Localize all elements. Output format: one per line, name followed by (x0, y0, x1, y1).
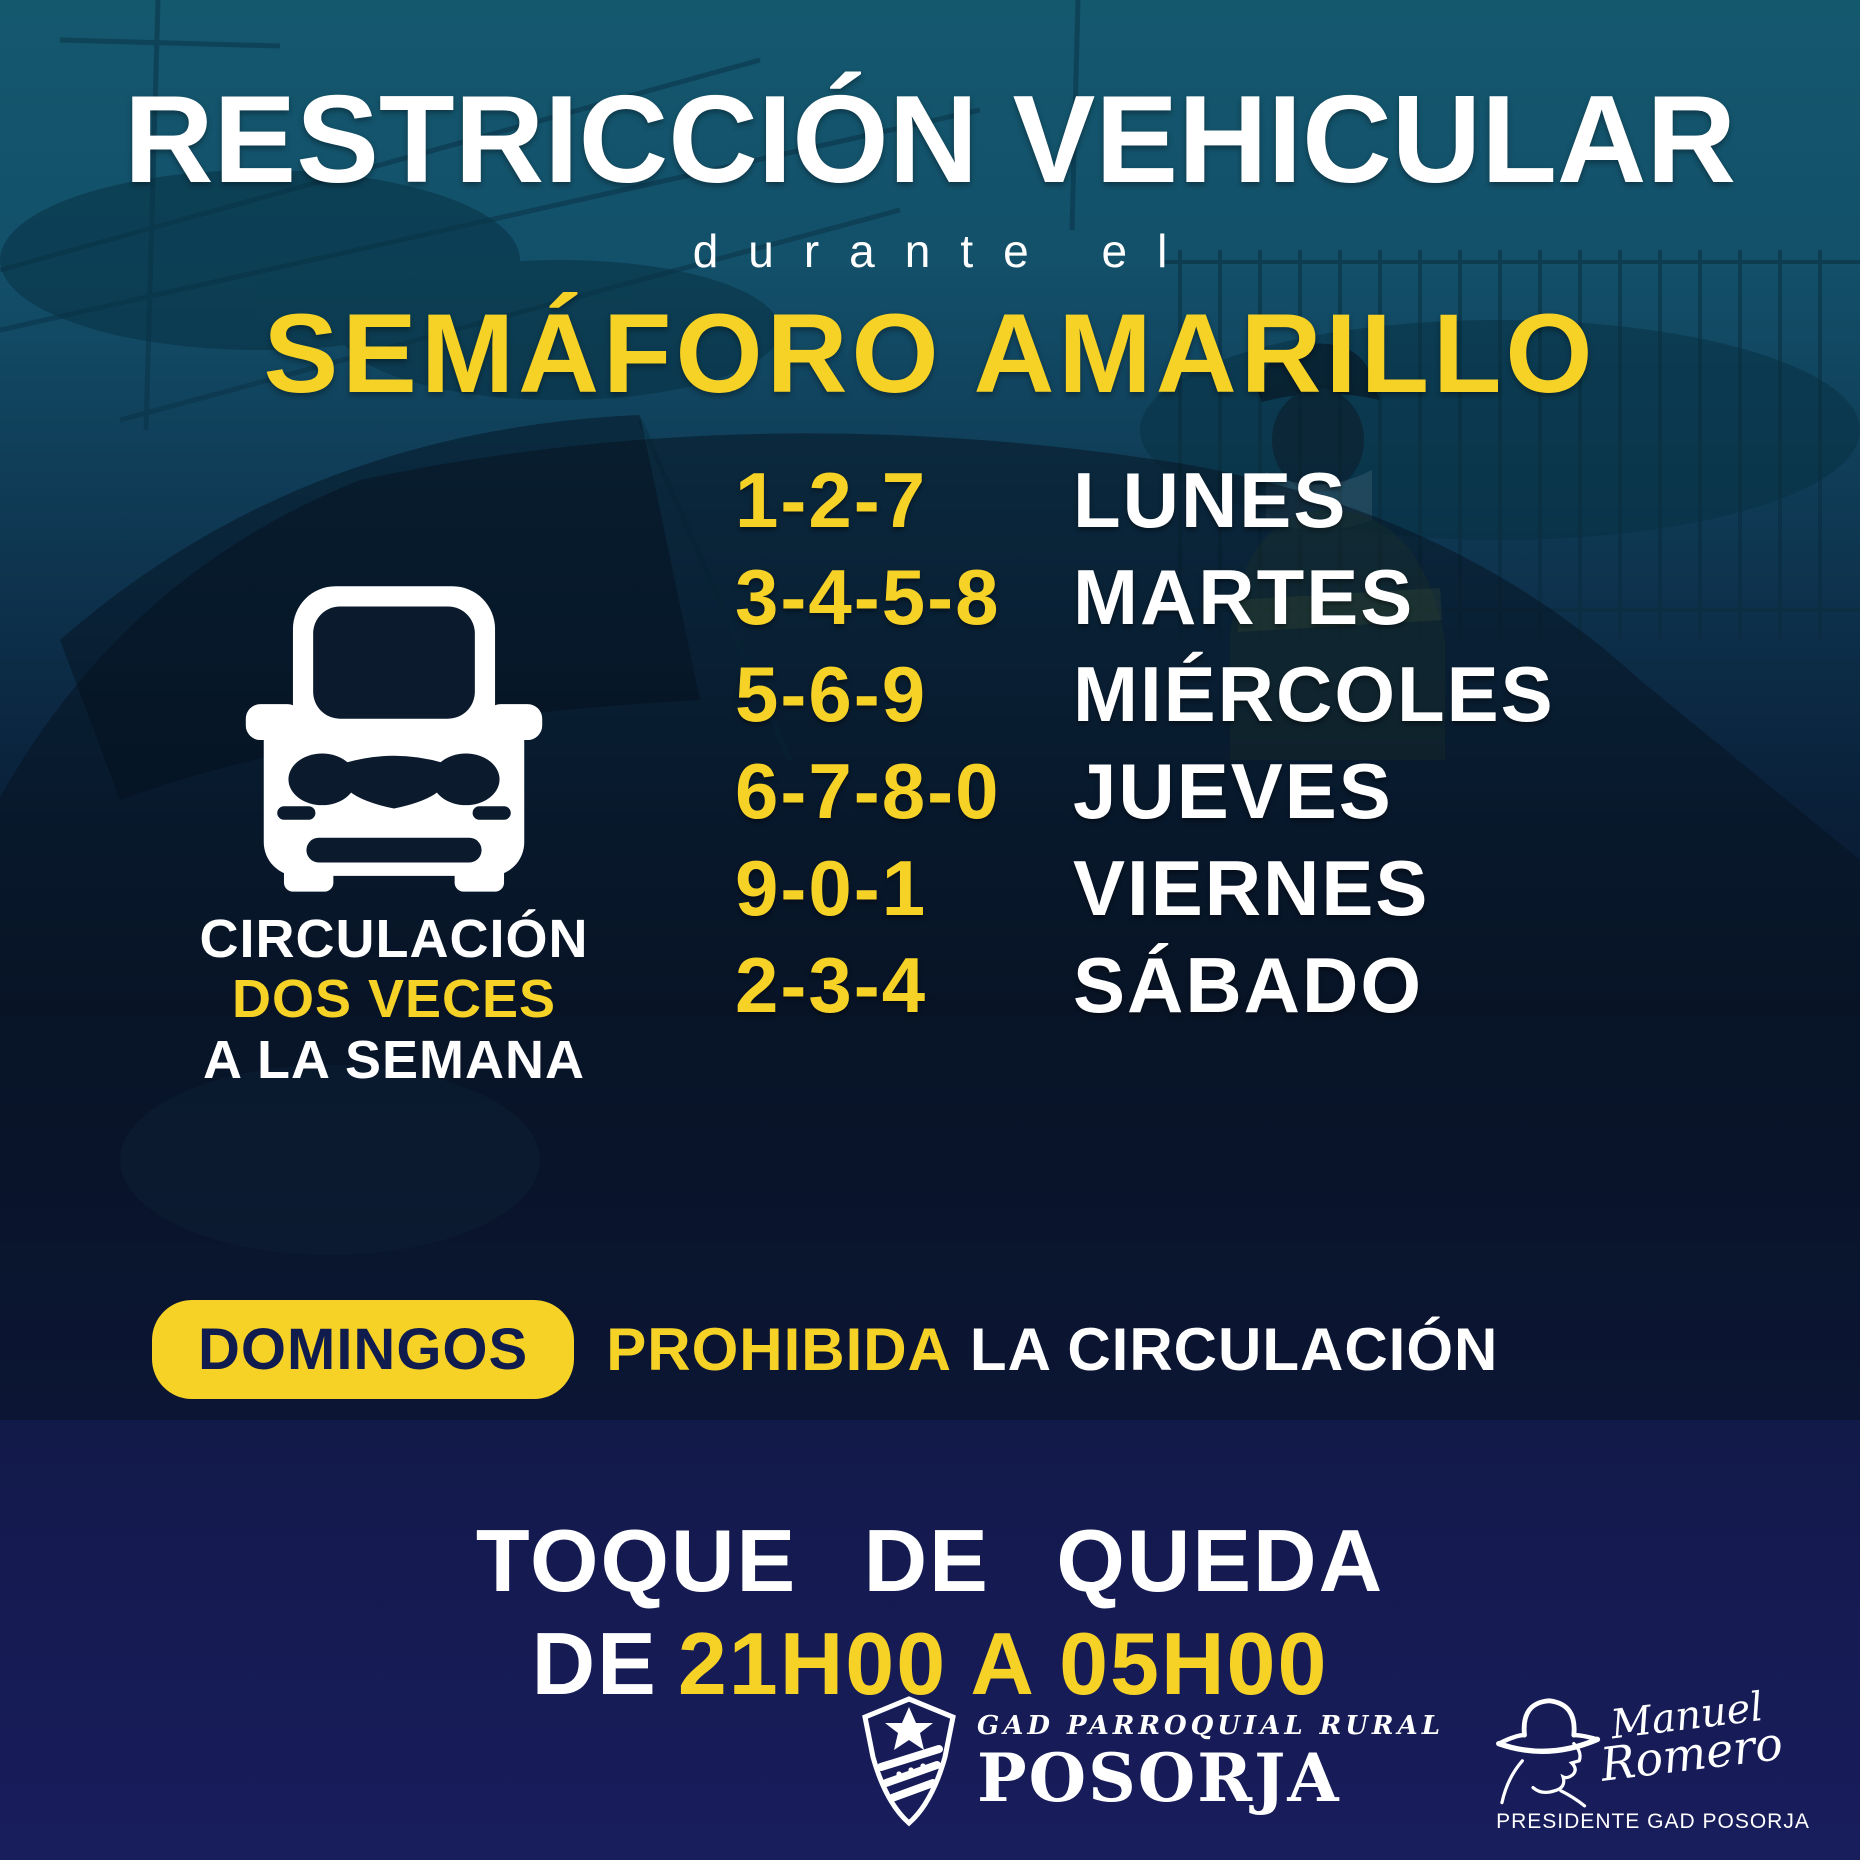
curfew-block: TOQUE DE QUEDA DE 21H00 A 05H00 (0, 1511, 1860, 1713)
curfew-hours: 21H00 A 05H00 (677, 1613, 1329, 1713)
gad-posorja-logo: GAD PARROQUIAL RURAL POSORJA (859, 1695, 1444, 1830)
plates-value: 1-2-7 (735, 456, 928, 544)
plate-schedule: 1-2-7 LUNES 3-4-5-8 MARTES 5-6-9 MIÉRCOL… (735, 452, 1555, 1034)
hat-man-portrait-icon (1496, 1698, 1601, 1808)
day-label: MIÉRCOLES (1073, 650, 1555, 738)
posorja-shield-icon (862, 1695, 956, 1826)
sunday-rule: DOMINGOS PROHIBIDA LA CIRCULACIÓN (152, 1300, 1498, 1399)
plates-value: 2-3-4 (735, 941, 928, 1029)
plates-value: 5-6-9 (735, 650, 928, 738)
day-label: LUNES (1073, 456, 1348, 544)
org-big-label: POSORJA (976, 1739, 1341, 1817)
plates-value: 9-0-1 (735, 844, 928, 932)
circulation-line1: CIRCULACIÓN (199, 909, 589, 969)
car-front-icon (245, 586, 543, 892)
plates-value: 3-4-5-8 (735, 553, 1001, 641)
schedule-row-miercoles: 5-6-9 MIÉRCOLES (735, 646, 1555, 743)
day-label: VIERNES (1073, 844, 1430, 932)
sunday-rest: LA CIRCULACIÓN (969, 1316, 1499, 1383)
schedule-row-lunes: 1-2-7 LUNES (735, 452, 1555, 549)
day-label: SÁBADO (1073, 941, 1424, 1029)
title-subtitle: durante el (692, 225, 1198, 277)
curfew-title: TOQUE DE QUEDA (475, 1511, 1385, 1610)
circulation-line2: DOS VECES (231, 969, 557, 1030)
president-label: PRESIDENTE GAD POSORJA (1496, 1810, 1810, 1833)
day-label: JUEVES (1073, 747, 1393, 835)
schedule-row-viernes: 9-0-1 VIERNES (735, 840, 1555, 937)
title-block: RESTRICCIÓN VEHICULAR durante el SEMÁFOR… (0, 78, 1860, 410)
signature-text: Manuel Romero (1594, 1684, 1786, 1792)
title-semaforo-amarillo: SEMÁFORO AMARILLO (263, 291, 1597, 416)
schedule-row-jueves: 6-7-8-0 JUEVES (735, 743, 1555, 840)
schedule-row-martes: 3-4-5-8 MARTES (735, 549, 1555, 646)
sunday-highlight: PROHIBIDA (606, 1316, 952, 1383)
circulation-panel: CIRCULACIÓN DOS VECES A LA SEMANA (148, 575, 640, 1090)
footer: GAD PARROQUIAL RURAL POSORJA M (859, 1684, 1818, 1834)
president-signature-block: Manuel Romero PRESIDENTE GAD POSORJA (1488, 1684, 1818, 1834)
org-small-label: GAD PARROQUIAL RURAL (976, 1711, 1444, 1741)
title-main: RESTRICCIÓN VEHICULAR (123, 71, 1737, 209)
domingos-badge: DOMINGOS (152, 1300, 575, 1399)
circulation-line3: A LA SEMANA (203, 1029, 585, 1090)
curfew-prefix: DE (531, 1613, 658, 1713)
schedule-row-sabado: 2-3-4 SÁBADO (735, 937, 1555, 1034)
plates-value: 6-7-8-0 (735, 747, 1001, 835)
day-label: MARTES (1073, 553, 1415, 641)
